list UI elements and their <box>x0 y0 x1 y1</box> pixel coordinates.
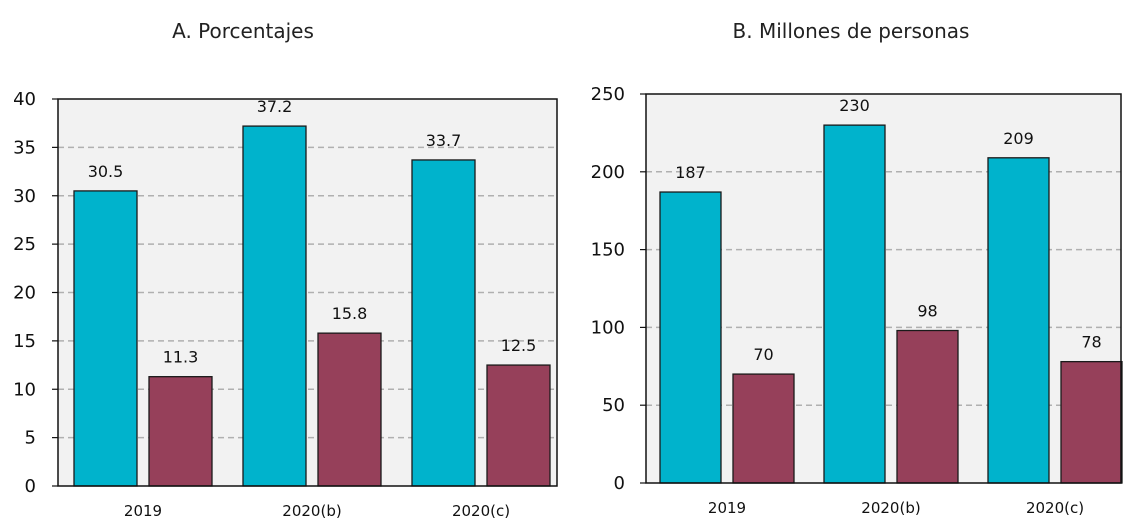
chart-panel-b: B. Millones de personas 0 50 100 150 200 250 18… <box>591 19 1123 517</box>
bar <box>148 376 213 487</box>
y-tick-label: 100 <box>591 317 625 338</box>
y-tick-label: 25 <box>13 234 36 255</box>
plot-frame <box>645 93 1122 484</box>
y-tick-label: 200 <box>591 162 625 183</box>
x-tick-label: 2019 <box>708 499 746 517</box>
data-label: 70 <box>753 345 773 364</box>
y-tick-label: 20 <box>13 283 36 304</box>
y-tick-label: 35 <box>13 137 36 158</box>
data-label: 78 <box>1081 333 1101 352</box>
data-label: 12.5 <box>501 336 537 355</box>
data-label: 11.3 <box>163 348 199 367</box>
data-label: 15.8 <box>332 304 368 323</box>
x-tick-label: 2020(c) <box>1026 499 1084 517</box>
data-label: 230 <box>839 96 870 115</box>
bar <box>486 364 551 487</box>
plot-frame <box>57 98 558 487</box>
x-tick-label: 2019 <box>124 502 162 520</box>
bar <box>732 373 795 484</box>
bar <box>987 157 1050 484</box>
bar <box>1060 360 1123 484</box>
y-tick-label: 10 <box>13 379 36 400</box>
data-label: 187 <box>675 163 706 182</box>
chart-title: A. Porcentajes <box>172 19 314 43</box>
y-tick-label: 40 <box>13 89 36 110</box>
data-label: 209 <box>1003 129 1034 148</box>
data-label: 37.2 <box>257 97 293 116</box>
y-tick-label: 50 <box>602 395 625 416</box>
x-tick-label: 2020(b) <box>861 499 920 517</box>
y-tick-label: 15 <box>13 331 36 352</box>
bar <box>411 159 476 487</box>
y-tick-label: 150 <box>591 240 625 261</box>
data-label: 98 <box>917 302 937 321</box>
y-tick-label: 250 <box>591 84 625 105</box>
bar <box>73 190 138 487</box>
chart-title: B. Millones de personas <box>733 19 970 43</box>
y-tick-label: 0 <box>614 473 625 494</box>
y-tick-label: 30 <box>13 186 36 207</box>
x-tick-label: 2020(b) <box>282 502 341 520</box>
data-label: 33.7 <box>426 131 462 150</box>
bar <box>242 125 307 487</box>
y-tick-label: 0 <box>25 476 36 497</box>
bar <box>317 332 382 487</box>
bar <box>896 329 959 484</box>
data-label: 30.5 <box>88 162 124 181</box>
x-tick-label: 2020(c) <box>452 502 510 520</box>
bar <box>823 124 886 484</box>
chart-panel-a: A. Porcentajes 0 5 10 15 20 25 30 35 40 30.5 11.3 20… <box>13 19 558 520</box>
y-tick-label: 5 <box>25 428 36 449</box>
bar <box>659 191 722 484</box>
